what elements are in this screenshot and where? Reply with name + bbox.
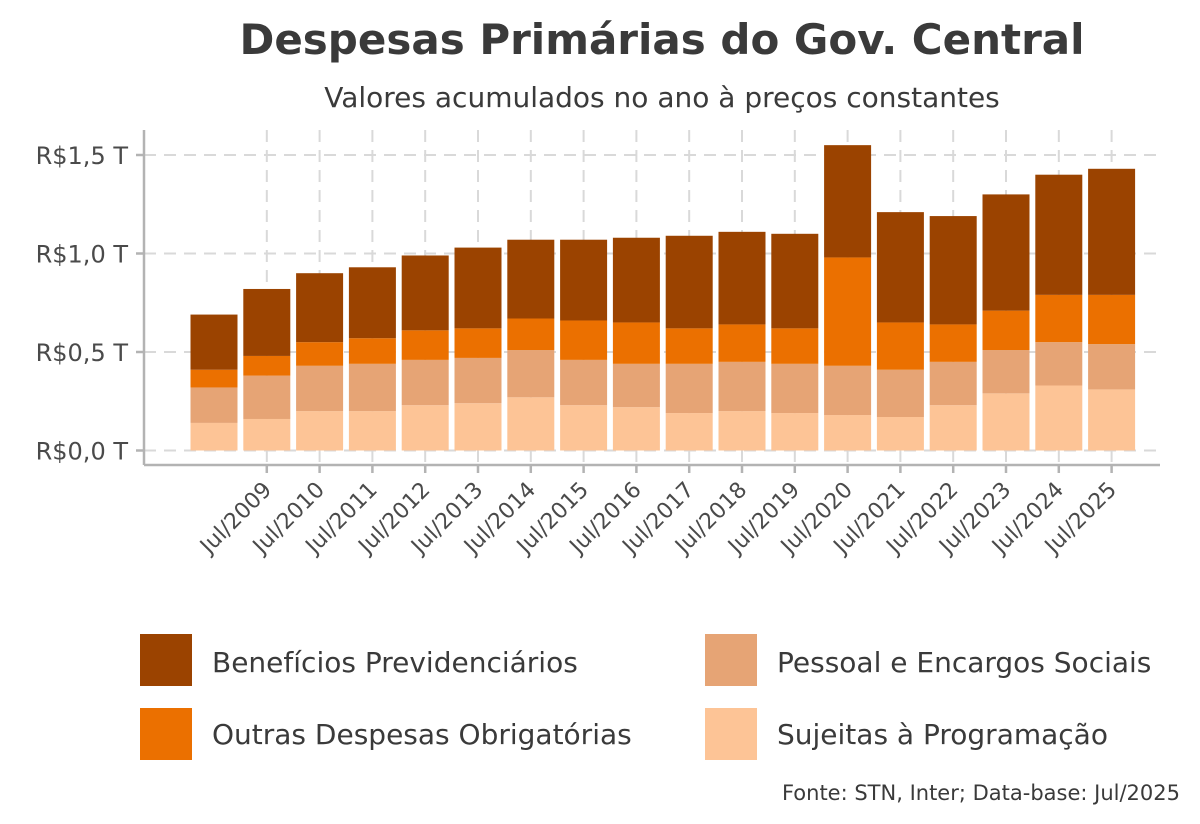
bar-segment: [612, 322, 660, 364]
bar-segment: [982, 350, 1030, 394]
bar-segment: [348, 411, 396, 451]
bar-segment: [1035, 294, 1083, 343]
bar-segment: [718, 361, 766, 412]
bar-segment: [824, 145, 872, 258]
y-tick-label: R$1,0 T: [36, 241, 129, 269]
bar-segment: [612, 363, 660, 408]
bar-segment: [1088, 344, 1136, 390]
bar-segment: [1088, 294, 1136, 345]
bar-segment: [401, 359, 449, 406]
bar-segment: [929, 361, 977, 406]
bar-segment: [1088, 389, 1136, 451]
bar-segment: [507, 239, 555, 319]
bar-segment: [718, 324, 766, 362]
bar-segment: [876, 212, 924, 323]
bar-segment: [243, 355, 291, 376]
bar-segment: [507, 397, 555, 451]
bar-segment: [1035, 342, 1083, 386]
bar-segment: [824, 365, 872, 416]
bar-segment: [348, 267, 396, 339]
legend: Benefícios Previdenciários Pessoal e Enca…: [140, 634, 1151, 760]
bar-segment: [243, 288, 291, 356]
bar-segment: [1035, 385, 1083, 451]
bar-segment: [348, 338, 396, 364]
bar-segment: [401, 330, 449, 360]
bar-segment: [771, 233, 819, 329]
bar-segment: [876, 322, 924, 370]
bar-segment: [560, 359, 608, 406]
bar-segment: [982, 393, 1030, 451]
bar-segment: [612, 407, 660, 451]
legend-swatch: [705, 708, 757, 760]
bar-segment: [296, 273, 344, 343]
y-tick-labels: R$0,0 T R$0,5 T R$1,0 T R$1,5 T: [36, 142, 129, 466]
bar-segment: [665, 235, 713, 329]
legend-label: Benefícios Previdenciários: [212, 646, 578, 679]
legend-swatch: [140, 708, 192, 760]
legend-swatch: [140, 634, 192, 686]
bar-segment: [243, 375, 291, 419]
bar-segment: [190, 369, 238, 388]
y-tick-label: R$1,5 T: [36, 142, 129, 170]
bar-segment: [454, 247, 502, 329]
legend-swatch: [705, 634, 757, 686]
bars: [190, 145, 1136, 451]
bar-segment: [718, 411, 766, 451]
bar-segment: [507, 350, 555, 398]
bar-segment: [190, 387, 238, 423]
bar-segment: [560, 320, 608, 360]
bar-segment: [560, 405, 608, 451]
bar-segment: [296, 365, 344, 412]
bar-segment: [771, 328, 819, 364]
bar-segment: [929, 405, 977, 451]
bar-segment: [982, 194, 1030, 311]
y-tick-label: R$0,0 T: [36, 438, 129, 466]
bar-segment: [929, 216, 977, 325]
bar-segment: [771, 363, 819, 414]
chart-caption: Fonte: STN, Inter; Data-base: Jul/2025: [782, 781, 1180, 805]
bar-segment: [665, 413, 713, 451]
y-tick-label: R$0,5 T: [36, 339, 129, 367]
bar-segment: [296, 411, 344, 451]
bar-segment: [401, 255, 449, 331]
chart-title: Despesas Primárias do Gov. Central: [239, 15, 1084, 64]
bar-segment: [243, 418, 291, 451]
bar-segment: [824, 257, 872, 366]
chart-subtitle: Valores acumulados no ano à preços const…: [324, 81, 1000, 114]
legend-label: Outras Despesas Obrigatórias: [212, 718, 632, 751]
bar-segment: [824, 415, 872, 451]
bar-segment: [296, 342, 344, 366]
bar-segment: [771, 413, 819, 451]
bar-segment: [454, 357, 502, 404]
bar-segment: [401, 405, 449, 451]
bar-segment: [190, 422, 238, 451]
bar-segment: [348, 363, 396, 412]
bar-segment: [560, 239, 608, 321]
bar-segment: [665, 328, 713, 364]
legend-label: Sujeitas à Programação: [777, 718, 1108, 751]
bar-segment: [454, 328, 502, 358]
bar-segment: [1035, 174, 1083, 295]
bar-segment: [507, 318, 555, 351]
bar-segment: [718, 231, 766, 325]
bar-segment: [929, 324, 977, 362]
bar-segment: [612, 237, 660, 323]
bar-segment: [665, 363, 713, 414]
bar-segment: [876, 417, 924, 451]
axes: [136, 130, 1160, 473]
bar-segment: [190, 314, 238, 370]
legend-label: Pessoal e Encargos Sociais: [777, 646, 1151, 679]
bar-segment: [1088, 168, 1136, 295]
x-tick-labels: Jul/2009Jul/2010Jul/2011Jul/2012Jul/2013…: [194, 478, 1121, 561]
bar-segment: [982, 310, 1030, 351]
bar-segment: [876, 369, 924, 418]
bar-segment: [454, 403, 502, 451]
